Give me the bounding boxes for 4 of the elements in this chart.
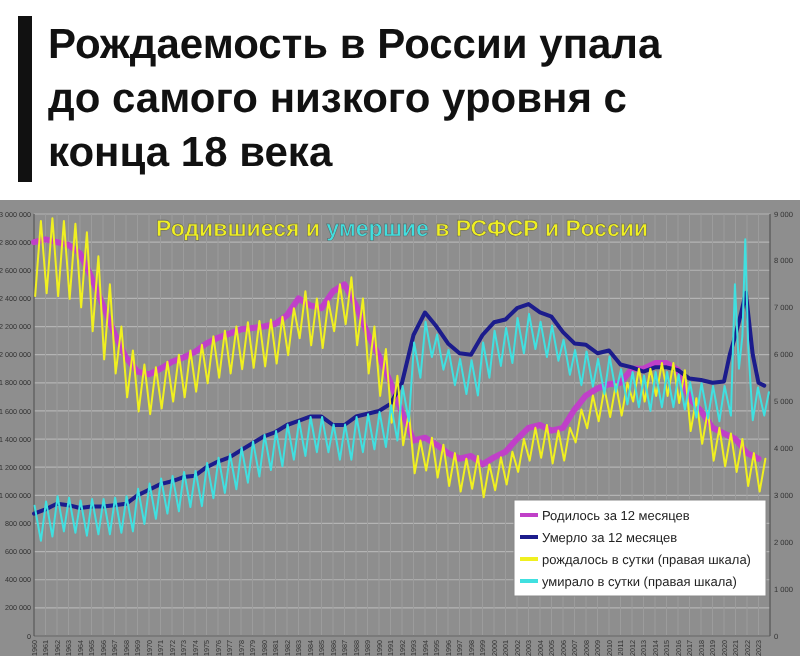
line-series [33, 238, 770, 542]
chart-subtitle: Родившиеся и умершие в РСФСР и России [156, 218, 648, 242]
line-series [34, 217, 767, 499]
chart-title: Рождаемость в России упала до самого низкого уровня с конца 18 века [48, 22, 663, 176]
